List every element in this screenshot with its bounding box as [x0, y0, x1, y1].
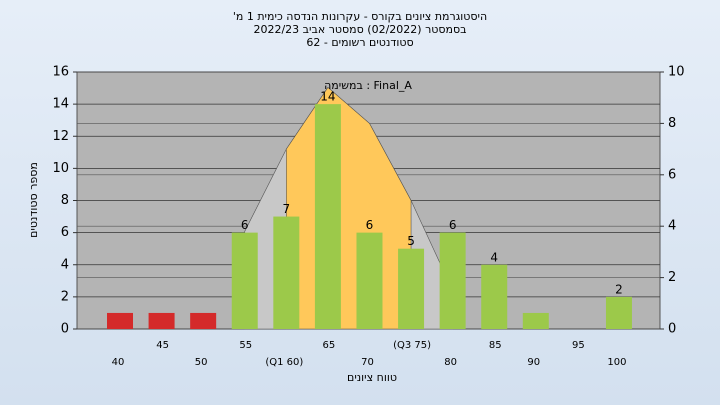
data-label: 7 — [282, 202, 290, 216]
chart-title: היסטוגרמת ציונים בקורס - עקרונות הנדסה כ… — [233, 10, 487, 23]
y2-tick-label: 8 — [668, 116, 676, 131]
x-tick-label: 70 — [361, 357, 374, 368]
data-label: 6 — [366, 218, 374, 232]
x-tick-label: 95 — [572, 340, 585, 351]
y-tick-label: 0 — [61, 322, 69, 337]
y2-tick-label: 10 — [668, 65, 685, 80]
x-tick-label: 40 — [112, 357, 125, 368]
bar — [481, 264, 508, 329]
legend: במשימה : Final_A — [324, 79, 412, 92]
data-label: 6 — [241, 218, 249, 232]
chart-subtitle: בסמסטר (02/2022) סמסטר אביב 2022/23 — [253, 23, 466, 36]
y-tick-label: 10 — [52, 161, 69, 176]
x-tick-label: 100 — [607, 357, 626, 368]
y-tick-label: 2 — [61, 289, 69, 304]
y2-tick-label: 0 — [668, 322, 676, 337]
bar — [314, 104, 341, 329]
data-label: 14 — [320, 90, 335, 104]
data-label: 4 — [490, 250, 498, 264]
x-tick-label: 85 — [489, 340, 502, 351]
bar — [231, 232, 258, 329]
y-tick-label: 8 — [61, 193, 69, 208]
x-tick-label: (Q3 75) — [393, 340, 431, 351]
y2-tick-label: 2 — [668, 270, 676, 285]
y-tick-label: 14 — [52, 97, 69, 112]
x-tick-label: 90 — [527, 357, 540, 368]
bar — [439, 232, 466, 329]
y2-tick-label: 4 — [668, 219, 676, 234]
data-label: 6 — [449, 218, 457, 232]
data-label: 5 — [407, 234, 415, 248]
bar — [107, 312, 133, 329]
bar — [148, 312, 175, 329]
bar — [398, 248, 425, 329]
x-tick-label: 50 — [195, 357, 208, 368]
y-tick-label: 6 — [61, 225, 69, 240]
bar — [190, 312, 217, 329]
y-tick-label: 12 — [52, 129, 69, 144]
x-tick-label: 80 — [444, 357, 457, 368]
x-tick-label: 45 — [156, 340, 169, 351]
bar — [356, 232, 383, 329]
x-tick-label: 55 — [239, 340, 252, 351]
bar — [605, 296, 632, 329]
x-axis-title: טווח ציונים — [347, 371, 397, 384]
x-tick-label: (Q1 60) — [265, 357, 303, 368]
y-tick-label: 4 — [61, 257, 69, 272]
bar — [522, 312, 549, 329]
data-label: 2 — [615, 282, 623, 296]
chart-subtitle: סטודנטים רשומים - 62 — [306, 36, 413, 49]
bar — [273, 216, 300, 329]
x-tick-label: 65 — [323, 340, 336, 351]
y-tick-label: 16 — [52, 65, 69, 80]
y-axis-title: מספר סטודנטים — [27, 162, 40, 238]
y2-tick-label: 6 — [668, 167, 676, 182]
